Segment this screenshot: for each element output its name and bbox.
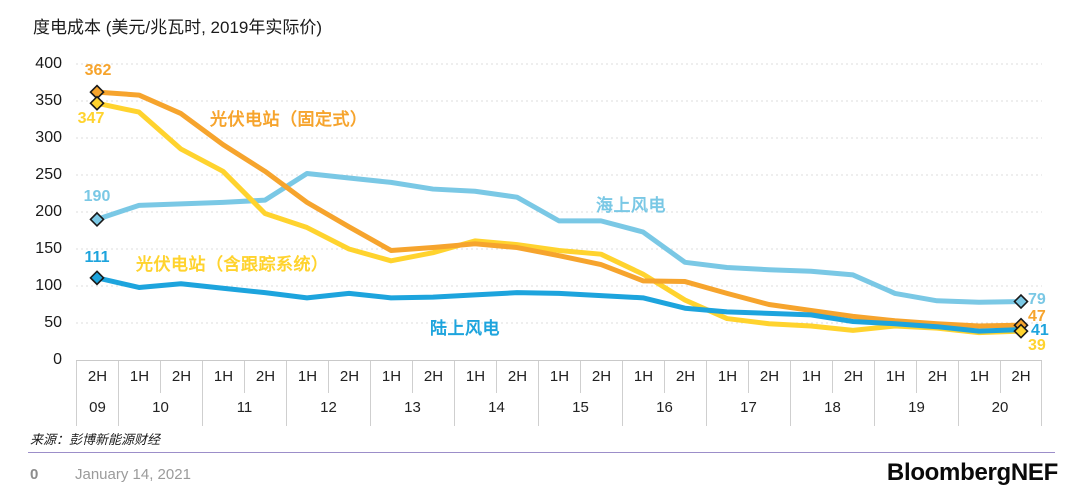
series-label-onshore-wind: 陆上风电 xyxy=(430,319,500,338)
bloombergnef-logo: BloombergNEF xyxy=(886,459,1058,486)
y-tick-label: 400 xyxy=(35,55,62,72)
data-point-marker xyxy=(89,211,105,228)
x-tick-year: 12 xyxy=(286,393,370,426)
x-tick-year: 11 xyxy=(202,393,286,426)
series-line-3 xyxy=(94,275,1024,334)
end-value-label-onshore-wind: 41 xyxy=(1031,322,1049,339)
x-tick-halfyear: 1H xyxy=(118,361,160,393)
x-tick-year: 17 xyxy=(706,393,790,426)
x-tick-halfyear: 2H xyxy=(244,361,286,393)
y-tick-label: 0 xyxy=(53,351,62,368)
data-point-marker xyxy=(1013,323,1029,339)
x-tick-year: 14 xyxy=(454,393,538,426)
x-tick-halfyear: 2H xyxy=(664,361,706,393)
x-tick-halfyear: 2H xyxy=(328,361,370,393)
series-label-offshore-wind: 海上风电 xyxy=(596,196,666,215)
x-tick-year: 09 xyxy=(76,393,118,426)
y-tick-label: 300 xyxy=(35,129,62,146)
x-axis-baseline xyxy=(76,360,1042,361)
footer-date: January 14, 2021 xyxy=(75,466,191,483)
x-tick-year: 19 xyxy=(874,393,958,426)
series-line-2 xyxy=(94,171,1024,305)
start-value-label-offshore-wind: 190 xyxy=(83,188,111,205)
x-tick-halfyear: 1H xyxy=(790,361,832,393)
source-note: 来源：彭博新能源财经 xyxy=(30,432,161,447)
series-label-fixed-pv: 光伏电站（固定式） xyxy=(210,110,368,129)
y-tick-label: 150 xyxy=(35,240,62,257)
y-tick-label: 200 xyxy=(35,203,62,220)
x-tick-halfyear: 2H xyxy=(76,361,118,393)
series-line-0 xyxy=(94,89,1024,329)
x-tick-year: 15 xyxy=(538,393,622,426)
y-tick-label: 250 xyxy=(35,166,62,183)
x-tick-halfyear: 2H xyxy=(412,361,454,393)
series-line-1 xyxy=(94,100,1024,336)
end-value-label-fixed-pv: 47 xyxy=(1028,308,1046,325)
x-tick-halfyear: 2H xyxy=(496,361,538,393)
x-tick-halfyear: 2H xyxy=(748,361,790,393)
x-tick-year: 20 xyxy=(958,393,1042,426)
x-tick-halfyear: 2H xyxy=(1000,361,1042,393)
x-tick-halfyear: 1H xyxy=(958,361,1000,393)
x-tick-halfyear: 2H xyxy=(580,361,622,393)
x-tick-halfyear: 1H xyxy=(538,361,580,393)
data-point-marker xyxy=(89,95,105,111)
x-tick-halfyear: 1H xyxy=(454,361,496,393)
x-tick-halfyear: 1H xyxy=(370,361,412,393)
data-point-marker xyxy=(1013,293,1029,310)
footer-divider xyxy=(28,452,1055,453)
start-value-label-tracking-pv: 347 xyxy=(77,110,105,127)
x-tick-halfyear: 2H xyxy=(832,361,874,393)
x-tick-halfyear: 1H xyxy=(622,361,664,393)
x-tick-halfyear: 1H xyxy=(202,361,244,393)
footer-page-number: 0 xyxy=(30,466,39,483)
series-label-tracking-pv: 光伏电站（含跟踪系统） xyxy=(136,255,329,274)
x-tick-halfyear: 2H xyxy=(916,361,958,393)
y-tick-label: 100 xyxy=(35,277,62,294)
x-tick-year: 10 xyxy=(118,393,202,426)
end-value-label-tracking-pv: 39 xyxy=(1028,337,1046,354)
x-tick-halfyear: 1H xyxy=(286,361,328,393)
end-value-label-offshore-wind: 79 xyxy=(1028,291,1046,308)
y-tick-label: 350 xyxy=(35,92,62,109)
chart-title: 度电成本 (美元/兆瓦时, 2019年实际价) xyxy=(33,18,323,37)
data-point-marker xyxy=(89,270,105,286)
y-tick-label: 50 xyxy=(44,314,62,331)
x-tick-halfyear: 1H xyxy=(874,361,916,393)
start-value-label-fixed-pv: 362 xyxy=(84,62,112,79)
x-tick-halfyear: 2H xyxy=(160,361,202,393)
x-tick-halfyear: 1H xyxy=(706,361,748,393)
x-tick-year: 18 xyxy=(790,393,874,426)
x-tick-year: 13 xyxy=(370,393,454,426)
start-value-label-onshore-wind: 111 xyxy=(84,249,110,266)
x-tick-year: 16 xyxy=(622,393,706,426)
